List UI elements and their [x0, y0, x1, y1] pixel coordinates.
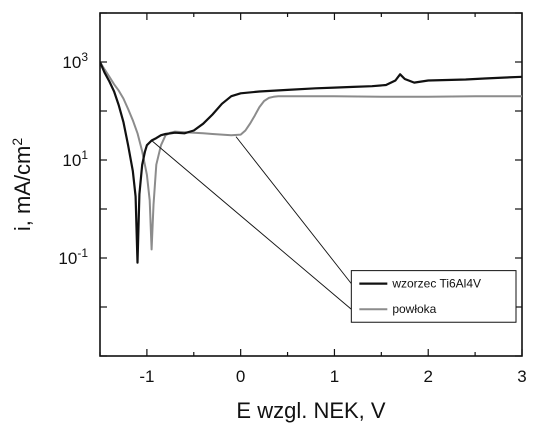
y-tick-label: 101 — [62, 148, 88, 170]
annotation-leader-line — [151, 140, 352, 310]
y-tick-label-exponent: -1 — [77, 246, 88, 260]
x-tick-label: -1 — [139, 367, 154, 386]
x-tick-label: 0 — [236, 367, 245, 386]
annotation-group — [151, 136, 352, 310]
annotation-leader-line — [235, 136, 352, 284]
y-tick-label-exponent: 3 — [81, 50, 88, 64]
legend-entry-powloka: powłoka — [392, 302, 436, 316]
x-axis-label: E wzgl. NEK, V — [236, 398, 385, 423]
y-tick-label-exponent: 1 — [81, 148, 88, 162]
series-line-wzorzec — [100, 61, 522, 264]
series-line-powloka — [100, 61, 522, 251]
y-axis-label-superscript: 2 — [9, 138, 25, 146]
y-tick-label-base: 10 — [62, 151, 81, 170]
axis-ticks — [99, 12, 523, 357]
y-tick-label-base: 10 — [58, 249, 77, 268]
y-axis-label-main: i, mA/cm — [10, 146, 35, 232]
legend-box — [350, 270, 517, 323]
plot-area — [99, 12, 523, 357]
y-tick-label-base: 10 — [62, 53, 81, 72]
plot-frame — [99, 12, 523, 357]
x-tick-label: 1 — [330, 367, 339, 386]
legend: wzorzec Ti6Al4V powłoka — [350, 270, 517, 323]
y-tick-label: 10-1 — [58, 246, 88, 268]
x-tick-label: 3 — [517, 367, 526, 386]
legend-entry-wzorzec: wzorzec Ti6Al4V — [391, 277, 481, 291]
y-tick-label: 103 — [62, 50, 88, 72]
series-group — [100, 61, 522, 264]
x-tick-label: 2 — [423, 367, 432, 386]
y-axis-label: i, mA/cm2 — [9, 138, 35, 232]
